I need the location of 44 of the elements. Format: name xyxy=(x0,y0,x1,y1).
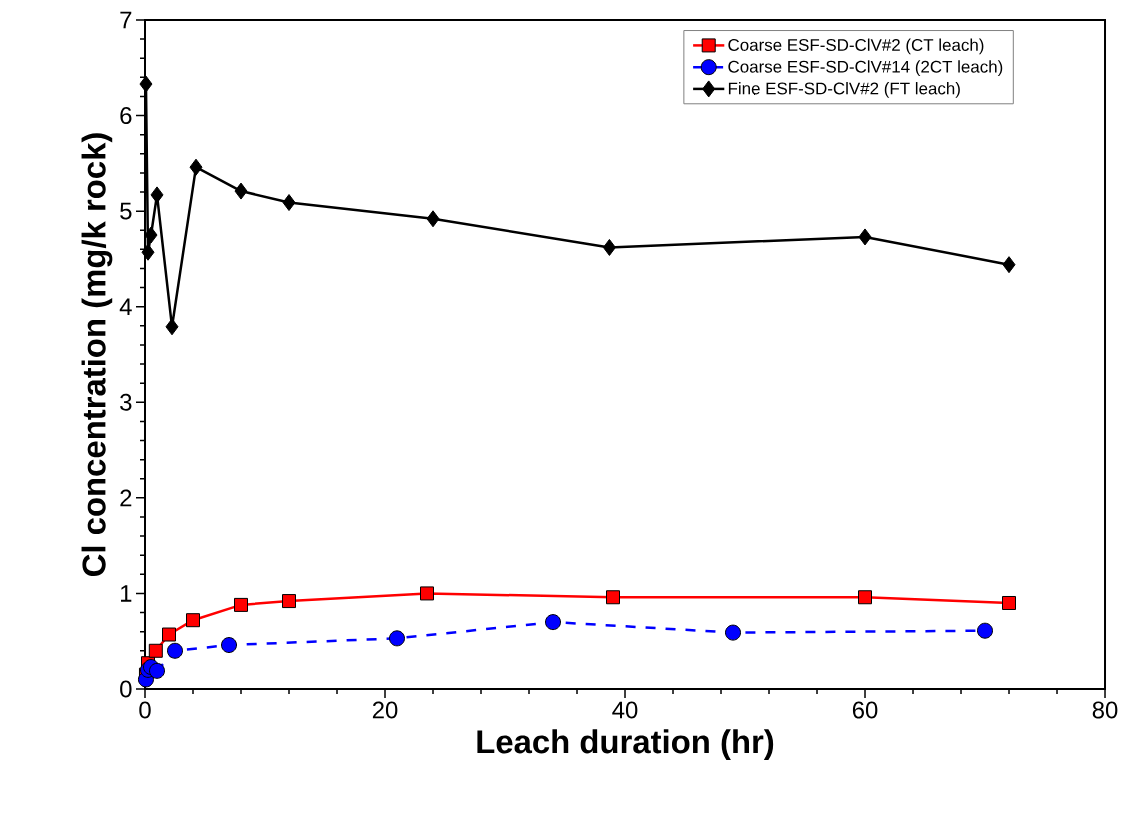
point xyxy=(162,627,176,642)
point xyxy=(186,613,200,628)
legend-label: Fine ESF-SD-ClV#2 (FT leach) xyxy=(728,82,960,98)
point xyxy=(282,194,296,212)
point xyxy=(234,182,248,200)
point xyxy=(977,622,994,639)
point xyxy=(858,228,872,246)
y-tick-label: 6 xyxy=(120,107,132,125)
x-tick-label: 60 xyxy=(852,701,878,719)
point xyxy=(420,586,434,601)
point xyxy=(144,226,158,244)
y-tick-label: 7 xyxy=(120,11,132,29)
point xyxy=(1002,595,1017,610)
point xyxy=(858,590,873,605)
y-axis-title: Cl concentration (mg/k rock) xyxy=(81,133,113,577)
y-tick-label: 2 xyxy=(120,489,132,507)
legend-label: Coarse ESF-SD-ClV#2 (CT leach) xyxy=(728,38,984,55)
point xyxy=(148,643,163,658)
point xyxy=(141,243,155,261)
y-tick-label: 1 xyxy=(121,585,132,602)
point xyxy=(545,614,561,631)
y-tick-label: 3 xyxy=(120,393,132,411)
point xyxy=(139,75,153,93)
point xyxy=(389,630,405,647)
legend-label: Coarse ESF-SD-ClV#14 (2CT leach) xyxy=(728,60,1003,77)
point xyxy=(149,662,165,679)
y-tick-label: 4 xyxy=(119,298,132,315)
x-tick-label: 20 xyxy=(372,701,398,719)
point xyxy=(606,590,621,605)
point xyxy=(221,637,237,654)
point xyxy=(234,597,248,612)
point xyxy=(1002,256,1016,274)
y-tick-label: 0 xyxy=(120,680,132,698)
point xyxy=(725,624,742,641)
y-tick-label: 5 xyxy=(120,202,132,220)
point xyxy=(167,642,183,659)
x-tick-label: 80 xyxy=(1092,701,1118,719)
point xyxy=(602,238,616,256)
x-tick-label: 0 xyxy=(139,701,151,719)
x-axis-title: Leach duration (hr) xyxy=(477,729,774,760)
point xyxy=(426,210,440,228)
point xyxy=(282,594,296,609)
point xyxy=(189,158,203,176)
x-tick-label: 40 xyxy=(612,701,638,719)
